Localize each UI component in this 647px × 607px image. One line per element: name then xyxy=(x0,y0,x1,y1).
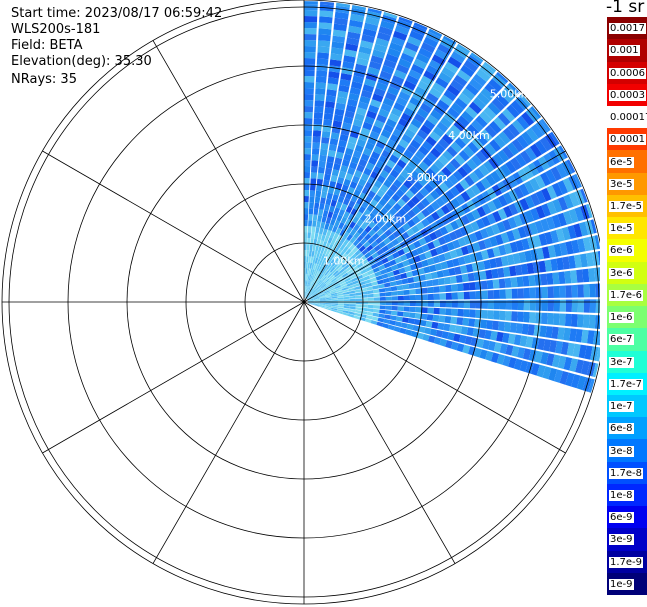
colorbar-tick-label: 0.0017 xyxy=(609,23,646,35)
radar-ray xyxy=(308,299,600,314)
radar-ray xyxy=(304,1,318,298)
radar-ray xyxy=(304,5,367,299)
colorbar-tick-label: 3e-7 xyxy=(609,356,634,368)
radar-ray xyxy=(307,302,600,362)
azimuth-spoke xyxy=(152,301,305,564)
polar-plot: 1.00km 2.00km 3.00km 4.00km 5.00km xyxy=(1,0,600,605)
azimuth-spoke xyxy=(42,150,305,303)
radar-ray xyxy=(307,106,542,300)
radar-ray xyxy=(306,82,520,300)
start-time: Start time: 2023/08/17 06:59:42 xyxy=(11,6,223,21)
range-label-2km: 2.00km xyxy=(365,213,407,226)
radar-ray xyxy=(307,188,588,301)
radar-ray xyxy=(306,94,531,300)
radar-ray xyxy=(307,173,582,301)
radar-ray xyxy=(305,11,398,299)
colorbar-tick-label: 3e-5 xyxy=(609,178,634,190)
colorbar-tick-label: 1e-9 xyxy=(609,578,634,590)
radar-ray xyxy=(307,203,593,301)
colorbar-tick-label: 0.0001 xyxy=(609,134,646,146)
scan-info: Start time: 2023/08/17 06:59:42 WLS200s-… xyxy=(11,6,222,88)
colorbar-tick-label: 1.7e-9 xyxy=(609,556,644,568)
range-label-3km: 3.00km xyxy=(406,171,448,184)
radar-ray xyxy=(306,61,497,299)
azimuth-spoke xyxy=(303,301,456,564)
range-label-5km: 5.00km xyxy=(490,87,532,100)
radar-ray xyxy=(306,71,509,300)
radar-ray xyxy=(307,219,597,302)
colorbar-tick-label: 6e-9 xyxy=(609,512,634,524)
colorbar-tick-label: 0.0006 xyxy=(609,67,646,79)
radar-ray xyxy=(308,302,600,330)
radar-ray xyxy=(306,52,484,299)
colorbar: 0.0017 0.001 0.0006 0.0003 0.00017 0.0001 6e-5… xyxy=(607,17,647,596)
nrays-value: NRays: 35 xyxy=(11,72,77,87)
azimuth-spoke xyxy=(42,301,305,454)
range-label-1km: 1.00km xyxy=(323,254,365,267)
radar-ray xyxy=(304,1,335,298)
radar-ray xyxy=(308,302,600,346)
field-name: Field: BETA xyxy=(11,38,83,53)
range-labels: 1.00km 2.00km 3.00km 4.00km 5.00km xyxy=(323,87,531,267)
radar-ray xyxy=(306,43,471,299)
radar-sweep xyxy=(304,1,600,393)
colorbar-tick-label: 0.00017 xyxy=(609,112,647,123)
elevation-value: Elevation(deg): 35.30 xyxy=(11,54,152,69)
colorbar-tick-label: 1.7e-7 xyxy=(609,378,644,390)
colorbar-tick-label: 3e-9 xyxy=(609,534,634,546)
radar-ray xyxy=(305,28,443,299)
colorbar-tick-label: 6e-6 xyxy=(609,245,634,257)
colorbar-tick-label: 1.7e-5 xyxy=(609,201,644,212)
radar-ray xyxy=(308,283,600,302)
colorbar-tick-label: 1e-8 xyxy=(609,490,634,501)
colorbar-tick-label: 1.7e-8 xyxy=(609,467,644,479)
range-label-4km: 4.00km xyxy=(448,129,490,142)
polar-grid xyxy=(1,0,600,605)
azimuth-spoke xyxy=(303,150,566,303)
colorbar-tick-label: 3e-6 xyxy=(609,267,634,279)
colorbar-tick-label: 0.001 xyxy=(609,45,640,57)
instrument-name: WLS200s-181 xyxy=(11,22,101,37)
colorbar-tick-label: 6e-7 xyxy=(609,334,634,346)
radar-ray xyxy=(307,303,595,393)
colorbar-tick-label: 0.0003 xyxy=(609,89,646,101)
radar-ray xyxy=(304,8,382,299)
radar-ray xyxy=(307,159,576,301)
radar-ray xyxy=(307,118,551,300)
azimuth-spoke xyxy=(152,40,305,303)
colorbar-tick-label: 1e-7 xyxy=(609,401,634,412)
radar-ray xyxy=(305,16,413,299)
azimuth-spoke xyxy=(303,301,566,454)
colorbar-tick-label: 1e-6 xyxy=(609,312,634,324)
colorbar-tick-label: 1.7e-6 xyxy=(609,289,644,301)
colorbar-tick-label: 3e-8 xyxy=(609,445,634,457)
radar-ray xyxy=(307,250,600,302)
radar-ray xyxy=(307,131,560,300)
colorbar-tick-label: 6e-5 xyxy=(609,156,634,168)
colorbar-tick-label: 6e-8 xyxy=(609,423,634,435)
radar-ray xyxy=(304,2,351,298)
colorbar-title: -1 sr xyxy=(606,0,645,17)
radar-ray xyxy=(308,267,600,302)
colorbar-tick-label: 1e-5 xyxy=(609,223,634,235)
azimuth-spoke xyxy=(303,40,456,303)
